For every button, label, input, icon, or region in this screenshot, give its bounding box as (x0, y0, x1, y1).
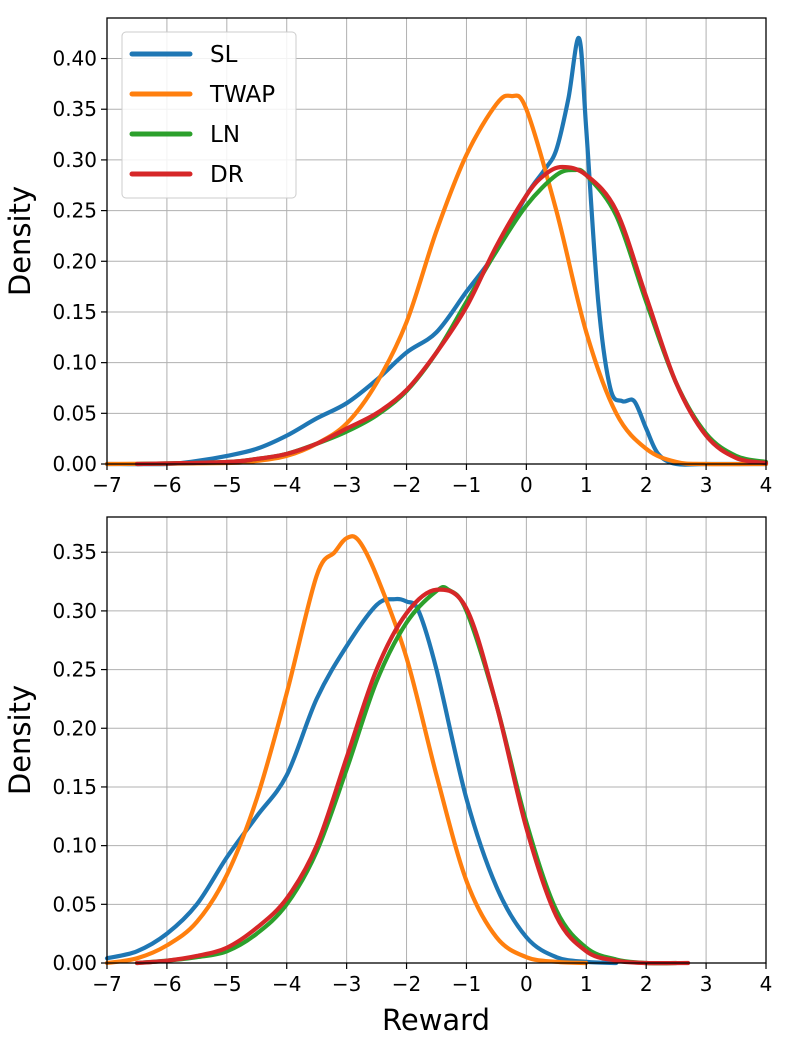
top-axes-frame (106, 17, 767, 465)
y-tick-label: 0.30 (52, 148, 97, 172)
bottom-panel: −7 −6 −5 −4 −3 −2 −1 0 1 2 3 4 0.00 0.05 0.10 0.15 0.20 0… (3, 516, 772, 1037)
y-tick-label: 0.35 (52, 540, 97, 564)
y-tick-label: 0.35 (52, 97, 97, 121)
y-tick-label: 0.10 (52, 351, 97, 375)
y-tick-label: 0.40 (52, 47, 97, 71)
x-tick-label: −2 (392, 473, 421, 497)
y-tick-label: 0.05 (52, 401, 97, 425)
top-panel: −7 −6 −5 −4 −3 −2 −1 0 1 2 3 4 0.00 0.05 0.10 0.15 0.20 0… (3, 17, 772, 497)
x-tick-label: −5 (212, 972, 241, 996)
x-tick-label: 4 (760, 972, 773, 996)
x-tick-label: 1 (580, 972, 593, 996)
x-tick-label: −7 (92, 473, 121, 497)
legend-frame (121, 31, 297, 199)
x-tick-label: 0 (520, 972, 533, 996)
x-tick-label: 2 (640, 473, 653, 497)
y-tick-label: 0.10 (52, 834, 97, 858)
x-tick-label: −4 (272, 473, 301, 497)
x-tick-label: 3 (700, 972, 713, 996)
bottom-axes-frame (106, 516, 767, 964)
y-tick-label: 0.20 (52, 716, 97, 740)
series-line-ln (134, 167, 769, 467)
legend-item: DR (129, 162, 244, 188)
x-tick-label: −7 (92, 972, 121, 996)
legend-label-dr: DR (210, 162, 244, 188)
series-line-ln (134, 584, 679, 966)
series-line-dr (134, 164, 769, 467)
x-tick-label: −1 (452, 972, 481, 996)
legend-label-ln: LN (210, 122, 240, 148)
y-tick-label: 0.25 (52, 658, 97, 682)
x-tick-label: 0 (520, 473, 533, 497)
x-tick-label: 2 (640, 972, 653, 996)
top-ticks: −7 −6 −5 −4 −3 −2 −1 0 1 2 3 4 0.00 0.05 0.10 0.15 0.20 0… (52, 47, 772, 497)
x-tick-label: −6 (152, 972, 181, 996)
bottom-ylabel: Density (3, 685, 37, 795)
legend-item: TWAP (129, 82, 275, 108)
y-tick-label: 0.25 (52, 199, 97, 223)
x-tick-label: 1 (580, 473, 593, 497)
bottom-grid (106, 517, 767, 964)
y-tick-label: 0.30 (52, 599, 97, 623)
bottom-xlabel: Reward (382, 1003, 490, 1037)
y-tick-label: 0.05 (52, 892, 97, 916)
legend-label-sl: SL (210, 42, 238, 68)
x-tick-label: −4 (272, 972, 301, 996)
x-tick-label: −2 (392, 972, 421, 996)
x-tick-label: −5 (212, 473, 241, 497)
y-tick-label: 0.15 (52, 775, 97, 799)
x-tick-label: −3 (332, 473, 361, 497)
y-tick-label: 0.00 (52, 452, 97, 476)
bottom-series (104, 534, 691, 966)
series-line-dr (134, 587, 691, 966)
legend: SL TWAP LN DR (121, 31, 297, 199)
x-tick-label: −1 (452, 473, 481, 497)
legend-item: SL (129, 42, 238, 68)
x-tick-label: −3 (332, 972, 361, 996)
series-line-twap (104, 534, 589, 966)
y-tick-label: 0.15 (52, 300, 97, 324)
series-line-sl (104, 596, 619, 966)
top-ylabel: Density (3, 186, 37, 296)
bottom-ticks: −7 −6 −5 −4 −3 −2 −1 0 1 2 3 4 0.00 0.05 0.10 0.15 0.20 0… (52, 540, 772, 996)
x-tick-label: 3 (700, 473, 713, 497)
top-series (104, 36, 769, 467)
legend-label-twap: TWAP (209, 82, 275, 108)
y-tick-label: 0.20 (52, 249, 97, 273)
y-tick-label: 0.00 (52, 951, 97, 975)
x-tick-label: −6 (152, 473, 181, 497)
x-tick-label: 4 (760, 473, 773, 497)
legend-item: LN (129, 122, 240, 148)
